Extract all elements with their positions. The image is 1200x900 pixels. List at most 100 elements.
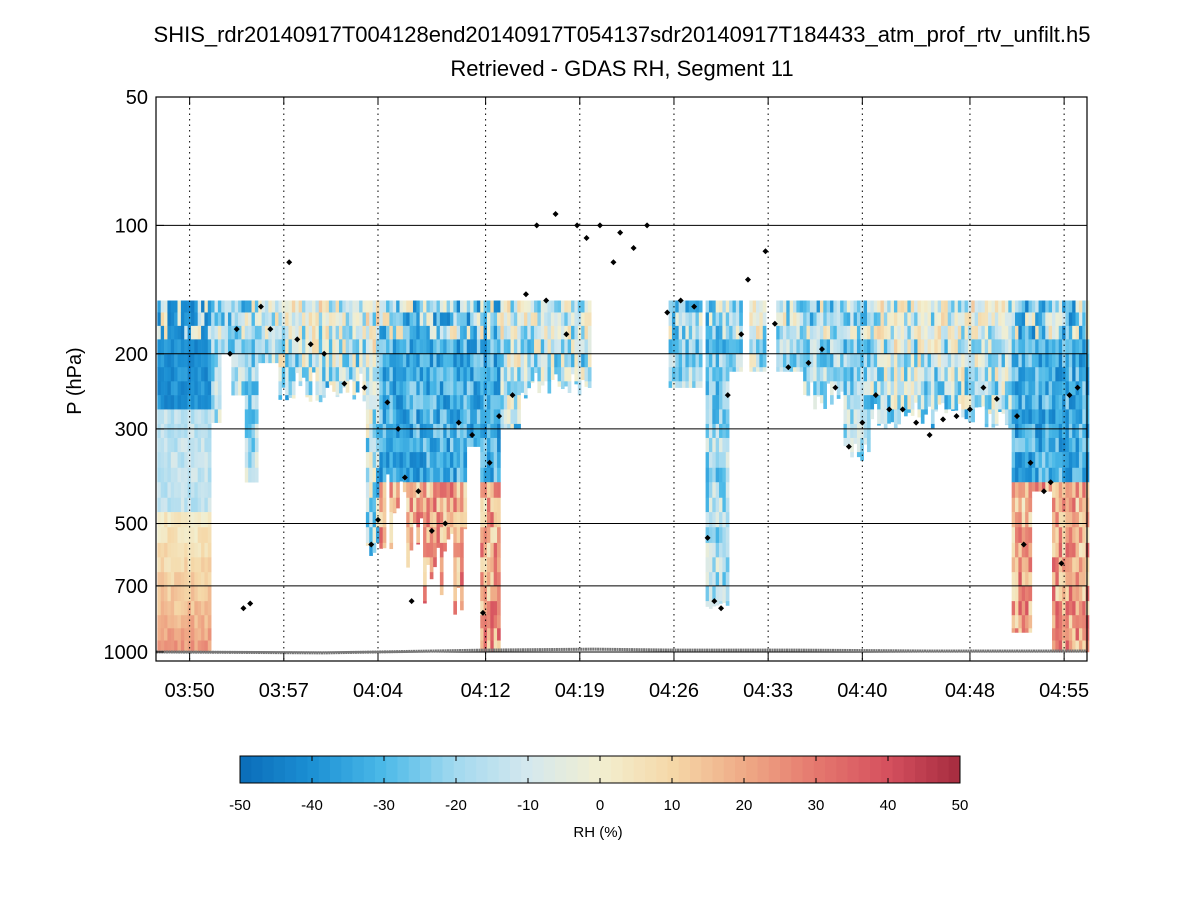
heatmap-cell — [406, 353, 410, 368]
heatmap-cell — [483, 353, 488, 368]
heatmap-cell — [1035, 423, 1039, 439]
surface-pressure-point — [1035, 649, 1038, 653]
surface-pressure-point — [265, 651, 268, 655]
heatmap-cell — [285, 300, 289, 313]
heatmap-cell — [473, 325, 478, 340]
heatmap-cell — [1055, 512, 1060, 528]
heatmap-cell — [365, 367, 370, 382]
heatmap-cell — [365, 339, 370, 355]
heatmap-cell — [177, 395, 182, 410]
colorbar-cell — [498, 756, 511, 783]
heatmap-cell — [1068, 437, 1073, 453]
heatmap-cell — [964, 381, 969, 396]
heatmap-cell — [1075, 557, 1080, 573]
heatmap-cell — [1015, 628, 1019, 633]
heatmap-cell — [534, 339, 538, 355]
heatmap-cell — [1052, 628, 1056, 641]
heatmap-cell — [224, 300, 229, 313]
surface-pressure-point — [321, 651, 324, 655]
heatmap-cell — [244, 353, 249, 368]
heatmap-cell — [379, 381, 383, 396]
heatmap-cell — [204, 325, 209, 340]
heatmap-cell — [443, 381, 447, 396]
surface-pressure-point — [921, 649, 924, 653]
heatmap-cell — [392, 423, 397, 439]
heatmap-cell — [1082, 339, 1086, 355]
heatmap-cell — [449, 482, 454, 499]
cloud-top-marker — [1027, 459, 1034, 466]
surface-pressure-point — [364, 650, 367, 654]
heatmap-cell — [382, 367, 387, 382]
heatmap-cell — [1041, 300, 1046, 313]
heatmap-cell — [1031, 381, 1036, 396]
heatmap-cell — [853, 339, 858, 355]
heatmap-cell — [1011, 497, 1016, 513]
surface-pressure-point — [1016, 649, 1019, 653]
heatmap-cell — [298, 325, 303, 340]
heatmap-cell — [375, 353, 380, 368]
heatmap-cell — [1021, 467, 1026, 483]
heatmap-cell — [214, 339, 219, 355]
heatmap-cell — [564, 367, 568, 382]
surface-pressure-point — [500, 648, 503, 652]
heatmap-cell — [456, 572, 461, 587]
heatmap-cell — [490, 300, 494, 313]
surface-pressure-point — [536, 648, 539, 652]
heatmap-cell — [197, 300, 202, 313]
heatmap-cell — [1018, 585, 1023, 602]
heatmap-cell — [887, 339, 891, 355]
surface-pressure-point — [560, 647, 563, 651]
heatmap-cell — [688, 300, 693, 313]
heatmap-cell — [396, 339, 400, 355]
heatmap-cell — [264, 325, 269, 340]
surface-pressure-point — [1013, 649, 1016, 653]
heatmap-cell — [1041, 395, 1046, 410]
heatmap-cell — [251, 423, 256, 439]
heatmap-cell — [907, 409, 912, 413]
heatmap-cell — [1078, 572, 1083, 587]
heatmap-cell — [396, 409, 400, 425]
heatmap-cell — [473, 353, 478, 368]
heatmap-cell — [1011, 395, 1016, 410]
heatmap-cell — [584, 300, 589, 313]
heatmap-cell — [402, 452, 407, 469]
heatmap-cell — [389, 339, 394, 355]
surface-pressure-point — [1083, 649, 1086, 653]
heatmap-cell — [927, 325, 932, 340]
heatmap-cell — [957, 339, 962, 355]
heatmap-cell — [793, 300, 797, 313]
heatmap-cell — [715, 325, 720, 340]
heatmap-cell — [409, 512, 414, 528]
heatmap-cell — [1058, 381, 1063, 396]
heatmap-cell — [1021, 395, 1026, 410]
heatmap-cell — [826, 339, 831, 355]
heatmap-cell — [184, 409, 188, 425]
heatmap-cell — [550, 325, 555, 340]
surface-pressure-point — [1001, 649, 1004, 653]
heatmap-cell — [493, 512, 498, 528]
heatmap-cell — [214, 312, 219, 327]
heatmap-cell — [564, 339, 568, 355]
heatmap-cell — [372, 482, 377, 499]
surface-pressure-point — [667, 648, 670, 652]
surface-pressure-point — [938, 649, 941, 653]
heatmap-cell — [930, 312, 935, 327]
heatmap-cell — [493, 497, 498, 513]
heatmap-cell — [174, 395, 178, 410]
heatmap-cell — [184, 572, 188, 587]
heatmap-cell — [412, 512, 417, 524]
heatmap-cell — [470, 395, 474, 410]
heatmap-cell — [991, 312, 996, 327]
heatmap-cell — [1008, 339, 1012, 355]
heatmap-cell — [349, 339, 353, 355]
heatmap-cell — [557, 325, 562, 340]
heatmap-cell — [1055, 381, 1060, 396]
heatmap-cell — [426, 512, 431, 528]
heatmap-cell — [1058, 482, 1063, 499]
heatmap-cell — [1072, 572, 1076, 587]
heatmap-cell — [248, 367, 252, 382]
heatmap-cell — [305, 300, 309, 313]
heatmap-cell — [554, 325, 558, 340]
heatmap-cell — [951, 312, 955, 327]
heatmap-cell — [961, 300, 965, 313]
